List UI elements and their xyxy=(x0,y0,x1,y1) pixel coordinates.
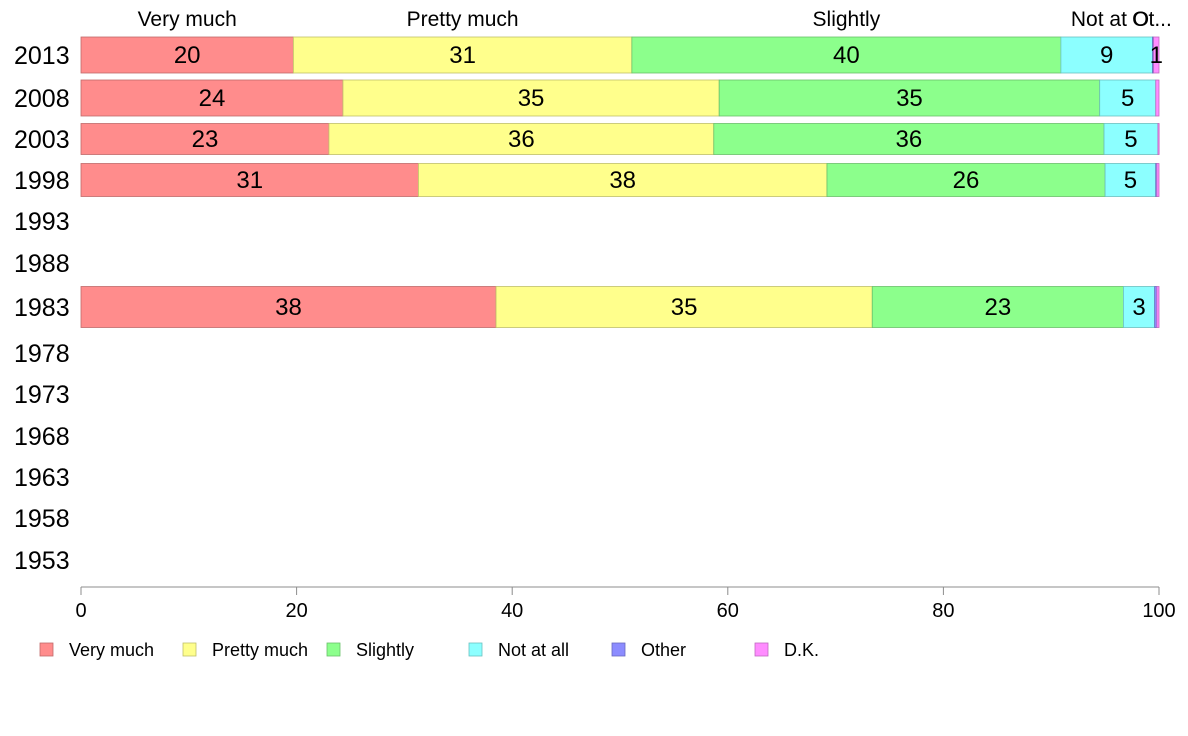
data-label: 1 xyxy=(1150,42,1163,69)
bar-segment xyxy=(495,286,873,328)
data-label: 40 xyxy=(833,42,860,69)
legend-swatch xyxy=(468,642,483,657)
data-label: 35 xyxy=(671,294,698,321)
bar-segment xyxy=(826,163,1106,197)
data-label: 38 xyxy=(275,294,302,321)
data-label: 23 xyxy=(984,294,1011,321)
data-label: 23 xyxy=(192,126,219,153)
y-tick-label: 1973 xyxy=(14,381,70,409)
y-tick-label: 1958 xyxy=(14,505,70,533)
bars: 20 31 40 9 1 24 35 35 5 23 36 36 5 31 38 26 5 38 35 23 3 xyxy=(80,36,1163,328)
legend-label: Very much xyxy=(69,640,154,660)
bar-segment xyxy=(342,79,720,117)
data-label: 36 xyxy=(508,126,535,153)
legend-label: Pretty much xyxy=(212,640,308,660)
x-tick-label: 60 xyxy=(717,600,739,622)
x-tick-label: 20 xyxy=(285,600,307,622)
legend-swatch xyxy=(182,642,197,657)
top-label: Slightly xyxy=(813,8,881,31)
y-tick-label: 2008 xyxy=(14,85,70,113)
bar-segment xyxy=(1156,163,1160,197)
data-label: 9 xyxy=(1100,42,1113,69)
bar-segment xyxy=(1156,286,1160,328)
data-label: 5 xyxy=(1124,126,1137,153)
y-tick-label: 2013 xyxy=(14,42,70,70)
data-label: 38 xyxy=(609,167,636,194)
x-axis: 0 20 40 60 80 100 xyxy=(75,586,1176,622)
legend-swatch xyxy=(326,642,341,657)
bar-segment xyxy=(1104,163,1157,197)
y-tick-label: 1978 xyxy=(14,340,70,368)
bar-segment xyxy=(713,123,1105,155)
bar-segment xyxy=(1123,286,1156,328)
top-label: Very much xyxy=(138,8,237,31)
bar-segment xyxy=(871,286,1124,328)
legend-label: Other xyxy=(641,640,686,660)
top-label: Pretty much xyxy=(407,8,519,31)
y-tick-label: 1983 xyxy=(14,294,70,322)
x-tick-label: 100 xyxy=(1142,600,1175,622)
x-tick-label: 80 xyxy=(932,600,954,622)
x-tick-label: 0 xyxy=(75,600,86,622)
bar-segment xyxy=(80,286,497,328)
y-tick-label: 1968 xyxy=(14,423,70,451)
bar-segment xyxy=(1153,36,1160,74)
legend-swatch xyxy=(611,642,626,657)
bar-segment xyxy=(80,163,419,197)
legend-swatch xyxy=(39,642,54,657)
data-label: 35 xyxy=(896,85,923,112)
bar-segment xyxy=(1157,123,1160,155)
data-label: 20 xyxy=(174,42,201,69)
y-tick-label: 1988 xyxy=(14,250,70,278)
y-tick-label: 1993 xyxy=(14,208,70,236)
legend-label: Slightly xyxy=(356,640,414,660)
data-label: 3 xyxy=(1132,294,1145,321)
bar-segment xyxy=(718,79,1101,117)
data-label: 35 xyxy=(518,85,545,112)
legend-swatch xyxy=(754,642,769,657)
bar-segment xyxy=(1155,79,1160,117)
y-axis: 2013 2008 2003 1998 1993 1988 1983 1978 1973 1968… xyxy=(14,42,70,575)
data-label: 5 xyxy=(1121,85,1134,112)
bar-segment xyxy=(292,36,633,74)
y-tick-label: 2003 xyxy=(14,126,70,154)
bar-segment xyxy=(328,123,715,155)
y-tick-label: 1998 xyxy=(14,167,70,195)
bar-segment xyxy=(80,79,344,117)
legend-label: Not at all xyxy=(498,640,569,660)
top-label: Not at O xyxy=(1071,8,1149,31)
y-tick-label: 1953 xyxy=(14,547,70,575)
data-label: 31 xyxy=(449,42,476,69)
top-label: Ot... xyxy=(1132,8,1172,31)
y-tick-label: 1963 xyxy=(14,464,70,492)
legend: Very much Pretty much Slightly Not at all Ot… xyxy=(39,640,819,660)
top-labels: Very much Pretty much Slightly Not at OOt..… xyxy=(138,8,1172,31)
data-label: 36 xyxy=(896,126,923,153)
data-label: 5 xyxy=(1124,167,1137,194)
data-label: 31 xyxy=(236,167,263,194)
data-label: 26 xyxy=(953,167,980,194)
bar-segment xyxy=(80,123,330,155)
data-label: 24 xyxy=(199,85,226,112)
x-tick-label: 40 xyxy=(501,600,523,622)
legend-label: D.K. xyxy=(784,640,819,660)
